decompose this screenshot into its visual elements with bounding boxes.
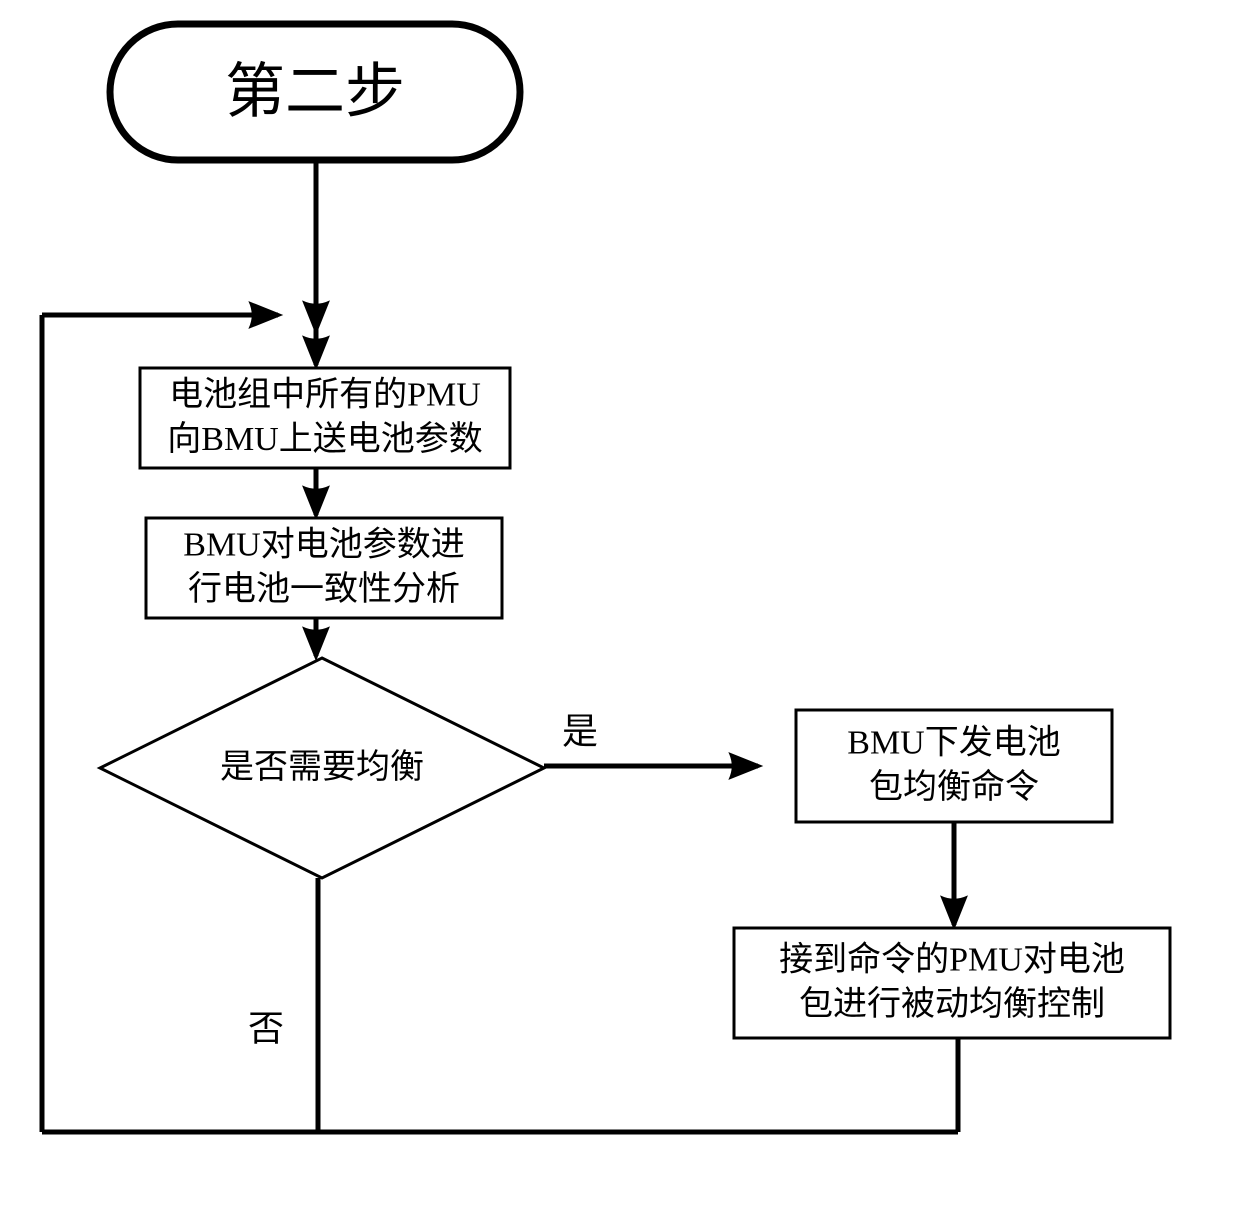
edge-label-C_no_down: 否 xyxy=(248,1008,284,1048)
node-text-D-1: 包均衡命令 xyxy=(869,768,1039,806)
flowchart-canvas: 第二步电池组中所有的PMU 向BMU上送电池参数 BMU对电池参数进行电池一致性分析… xyxy=(0,0,1240,1216)
node-E: 接到命令的PMU对电池包进行被动均衡控制 xyxy=(734,928,1170,1038)
node-text-D-0: BMU下发电池 xyxy=(847,724,1060,762)
edge-label-C_yes_to_D: 是 xyxy=(562,711,598,751)
node-text-E-0: 接到命令的PMU对电池 xyxy=(779,941,1125,979)
node-start: 第二步 xyxy=(110,24,520,160)
node-text-B-0: BMU对电池参数进 xyxy=(183,526,464,564)
node-B: BMU对电池参数进行电池一致性分析 xyxy=(146,518,502,618)
node-text-E-1: 包进行被动均衡控制 xyxy=(799,985,1105,1023)
node-text-start: 第二步 xyxy=(225,59,405,125)
node-text-A-0: 电池组中所有的PMU xyxy=(169,376,481,414)
nodes-layer: 第二步电池组中所有的PMU 向BMU上送电池参数 BMU对电池参数进行电池一致性分析… xyxy=(100,24,1170,1038)
node-text-B-1: 行电池一致性分析 xyxy=(188,570,460,608)
node-text-A-1: 向BMU上送电池参数 xyxy=(167,420,482,458)
node-C: 是否需要均衡 xyxy=(100,658,544,878)
node-text-C: 是否需要均衡 xyxy=(220,748,424,786)
node-A: 电池组中所有的PMU 向BMU上送电池参数 xyxy=(140,368,510,468)
node-D: BMU下发电池包均衡命令 xyxy=(796,710,1112,822)
